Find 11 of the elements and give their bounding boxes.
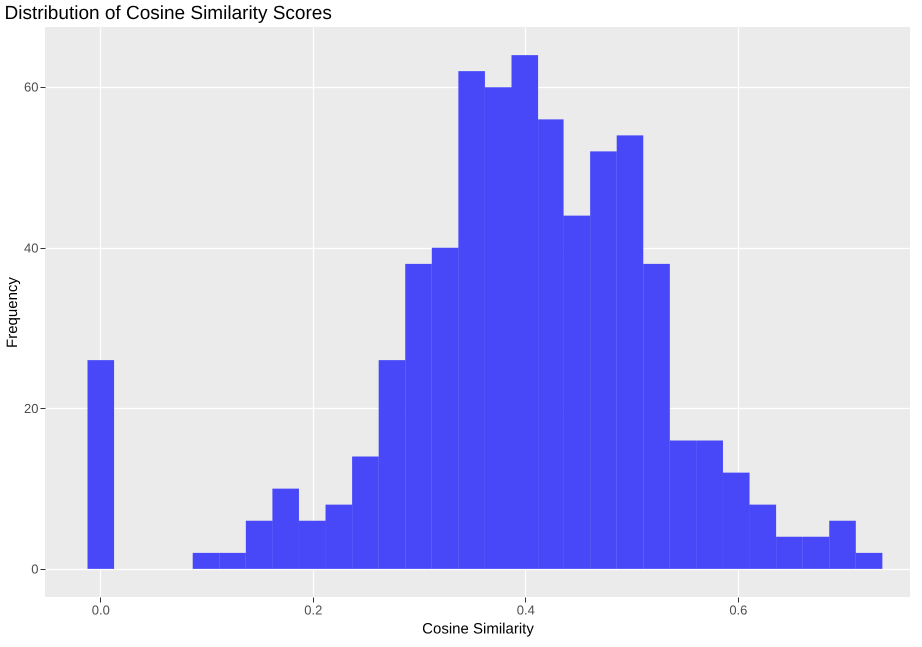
x-tick-label: 0.0 xyxy=(92,602,110,618)
y-tick-label: 60 xyxy=(24,80,38,95)
y-tick-label: 20 xyxy=(24,400,38,416)
x-tick-label: 0.2 xyxy=(304,602,322,618)
y-tick-label: 40 xyxy=(24,240,38,256)
chart-title: Distribution of Cosine Similarity Scores xyxy=(4,3,332,24)
x-axis-title: Cosine Similarity xyxy=(422,620,534,638)
x-tick-label: 0.6 xyxy=(729,602,748,618)
y-tick-label: 0 xyxy=(31,561,38,576)
x-tick-label: 0.4 xyxy=(516,602,535,618)
y-axis-title: Frequency xyxy=(4,276,22,348)
